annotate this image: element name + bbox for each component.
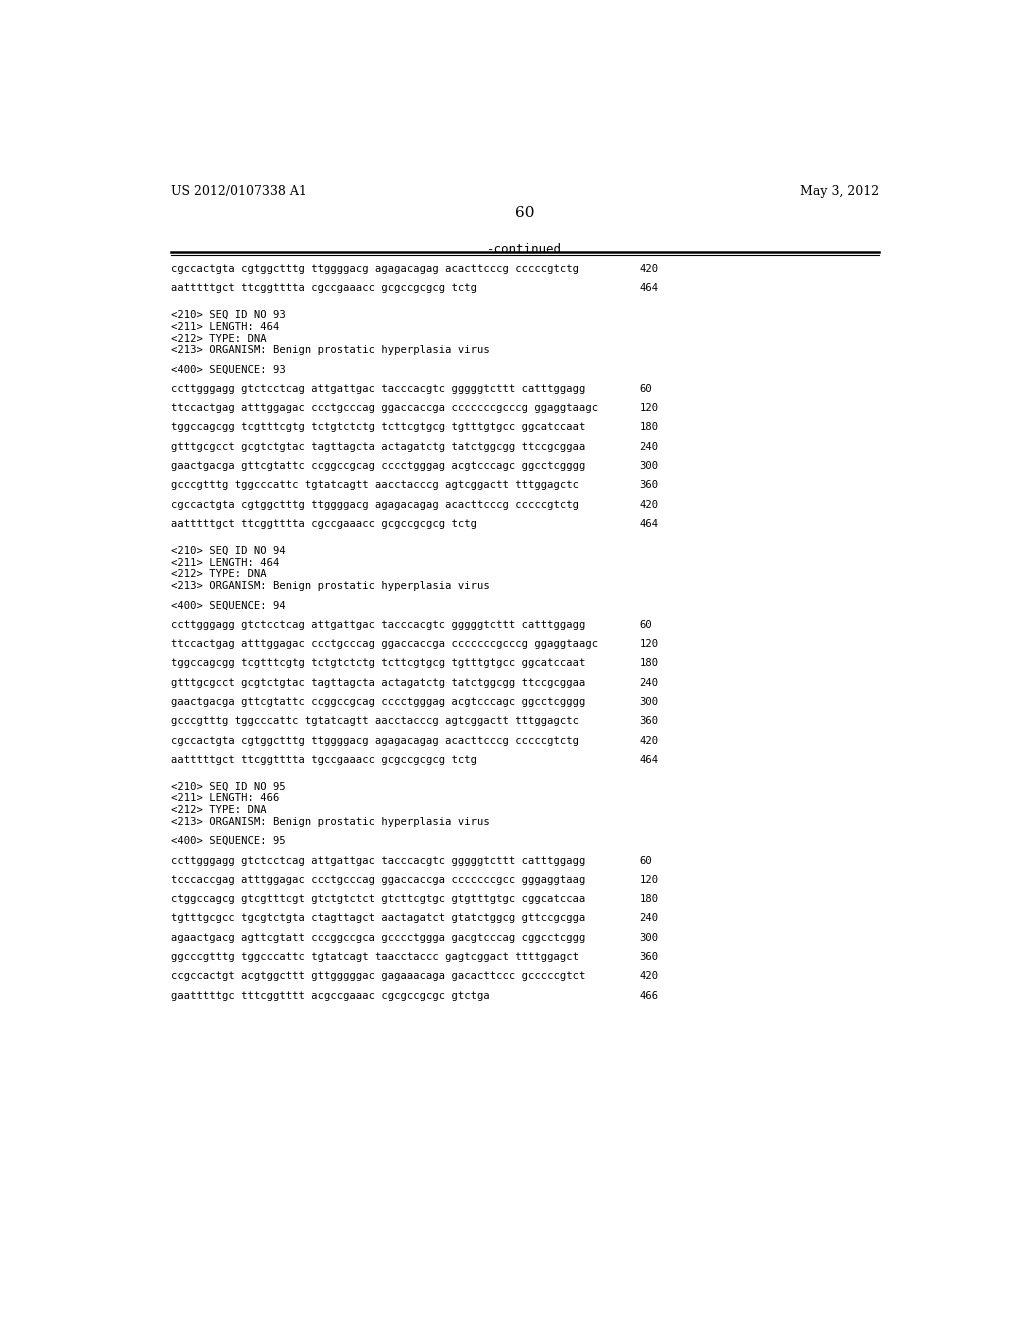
Text: 180: 180 (640, 659, 658, 668)
Text: <212> TYPE: DNA: <212> TYPE: DNA (171, 569, 266, 579)
Text: 420: 420 (640, 735, 658, 746)
Text: gcccgtttg tggcccattc tgtatcagtt aacctacccg agtcggactt tttggagctc: gcccgtttg tggcccattc tgtatcagtt aacctacc… (171, 717, 579, 726)
Text: 60: 60 (640, 384, 652, 393)
Text: <211> LENGTH: 466: <211> LENGTH: 466 (171, 793, 279, 804)
Text: agaactgacg agttcgtatt cccggccgca gcccctggga gacgtcccag cggcctcggg: agaactgacg agttcgtatt cccggccgca gcccctg… (171, 933, 585, 942)
Text: 240: 240 (640, 442, 658, 451)
Text: 300: 300 (640, 933, 658, 942)
Text: 464: 464 (640, 755, 658, 764)
Text: ccttgggagg gtctcctcag attgattgac tacccacgtc gggggtcttt catttggagg: ccttgggagg gtctcctcag attgattgac tacccac… (171, 855, 585, 866)
Text: <210> SEQ ID NO 95: <210> SEQ ID NO 95 (171, 781, 286, 792)
Text: gaatttttgc tttcggtttt acgccgaaac cgcgccgcgc gtctga: gaatttttgc tttcggtttt acgccgaaac cgcgccg… (171, 991, 489, 1001)
Text: 120: 120 (640, 875, 658, 884)
Text: cgccactgta cgtggctttg ttggggacg agagacagag acacttcccg cccccgtctg: cgccactgta cgtggctttg ttggggacg agagacag… (171, 735, 579, 746)
Text: -continued: -continued (487, 243, 562, 256)
Text: 464: 464 (640, 284, 658, 293)
Text: <212> TYPE: DNA: <212> TYPE: DNA (171, 805, 266, 816)
Text: <400> SEQUENCE: 93: <400> SEQUENCE: 93 (171, 364, 286, 375)
Text: 120: 120 (640, 639, 658, 649)
Text: 60: 60 (640, 619, 652, 630)
Text: <210> SEQ ID NO 93: <210> SEQ ID NO 93 (171, 310, 286, 321)
Text: 464: 464 (640, 519, 658, 529)
Text: gcccgtttg tggcccattc tgtatcagtt aacctacccg agtcggactt tttggagctc: gcccgtttg tggcccattc tgtatcagtt aacctacc… (171, 480, 579, 491)
Text: ttccactgag atttggagac ccctgcccag ggaccaccga cccccccgcccg ggaggtaagc: ttccactgag atttggagac ccctgcccag ggaccac… (171, 639, 598, 649)
Text: tggccagcgg tcgtttcgtg tctgtctctg tcttcgtgcg tgtttgtgcc ggcatccaat: tggccagcgg tcgtttcgtg tctgtctctg tcttcgt… (171, 422, 585, 433)
Text: 120: 120 (640, 403, 658, 413)
Text: 420: 420 (640, 500, 658, 510)
Text: <213> ORGANISM: Benign prostatic hyperplasia virus: <213> ORGANISM: Benign prostatic hyperpl… (171, 581, 489, 591)
Text: cgccactgta cgtggctttg ttggggacg agagacagag acacttcccg cccccgtctg: cgccactgta cgtggctttg ttggggacg agagacag… (171, 500, 579, 510)
Text: aatttttgct ttcggtttta cgccgaaacc gcgccgcgcg tctg: aatttttgct ttcggtttta cgccgaaacc gcgccgc… (171, 519, 476, 529)
Text: <213> ORGANISM: Benign prostatic hyperplasia virus: <213> ORGANISM: Benign prostatic hyperpl… (171, 817, 489, 826)
Text: <211> LENGTH: 464: <211> LENGTH: 464 (171, 322, 279, 331)
Text: gtttgcgcct gcgtctgtac tagttagcta actagatctg tatctggcgg ttccgcggaa: gtttgcgcct gcgtctgtac tagttagcta actagat… (171, 677, 585, 688)
Text: <400> SEQUENCE: 94: <400> SEQUENCE: 94 (171, 601, 286, 610)
Text: 420: 420 (640, 264, 658, 273)
Text: gaactgacga gttcgtattc ccggccgcag cccctgggag acgtcccagc ggcctcgggg: gaactgacga gttcgtattc ccggccgcag cccctgg… (171, 461, 585, 471)
Text: ccttgggagg gtctcctcag attgattgac tacccacgtc gggggtcttt catttggagg: ccttgggagg gtctcctcag attgattgac tacccac… (171, 619, 585, 630)
Text: 360: 360 (640, 480, 658, 491)
Text: aatttttgct ttcggtttta tgccgaaacc gcgccgcgcg tctg: aatttttgct ttcggtttta tgccgaaacc gcgccgc… (171, 755, 476, 764)
Text: tgtttgcgcc tgcgtctgta ctagttagct aactagatct gtatctggcg gttccgcgga: tgtttgcgcc tgcgtctgta ctagttagct aactaga… (171, 913, 585, 924)
Text: <212> TYPE: DNA: <212> TYPE: DNA (171, 334, 266, 343)
Text: ctggccagcg gtcgtttcgt gtctgtctct gtcttcgtgc gtgtttgtgc cggcatccaa: ctggccagcg gtcgtttcgt gtctgtctct gtcttcg… (171, 894, 585, 904)
Text: 180: 180 (640, 894, 658, 904)
Text: 300: 300 (640, 697, 658, 708)
Text: gaactgacga gttcgtattc ccggccgcag cccctgggag acgtcccagc ggcctcgggg: gaactgacga gttcgtattc ccggccgcag cccctgg… (171, 697, 585, 708)
Text: ccttgggagg gtctcctcag attgattgac tacccacgtc gggggtcttt catttggagg: ccttgggagg gtctcctcag attgattgac tacccac… (171, 384, 585, 393)
Text: ccgccactgt acgtggcttt gttgggggac gagaaacaga gacacttccc gcccccgtct: ccgccactgt acgtggcttt gttgggggac gagaaac… (171, 972, 585, 981)
Text: 60: 60 (515, 206, 535, 220)
Text: gtttgcgcct gcgtctgtac tagttagcta actagatctg tatctggcgg ttccgcggaa: gtttgcgcct gcgtctgtac tagttagcta actagat… (171, 442, 585, 451)
Text: 360: 360 (640, 952, 658, 962)
Text: May 3, 2012: May 3, 2012 (800, 185, 879, 198)
Text: 360: 360 (640, 717, 658, 726)
Text: <213> ORGANISM: Benign prostatic hyperplasia virus: <213> ORGANISM: Benign prostatic hyperpl… (171, 346, 489, 355)
Text: 240: 240 (640, 913, 658, 924)
Text: <210> SEQ ID NO 94: <210> SEQ ID NO 94 (171, 546, 286, 556)
Text: 60: 60 (640, 855, 652, 866)
Text: cgccactgta cgtggctttg ttggggacg agagacagag acacttcccg cccccgtctg: cgccactgta cgtggctttg ttggggacg agagacag… (171, 264, 579, 273)
Text: <211> LENGTH: 464: <211> LENGTH: 464 (171, 557, 279, 568)
Text: ggcccgtttg tggcccattc tgtatcagt taacctaccc gagtcggact ttttggagct: ggcccgtttg tggcccattc tgtatcagt taacctac… (171, 952, 579, 962)
Text: tggccagcgg tcgtttcgtg tctgtctctg tcttcgtgcg tgtttgtgcc ggcatccaat: tggccagcgg tcgtttcgtg tctgtctctg tcttcgt… (171, 659, 585, 668)
Text: aatttttgct ttcggtttta cgccgaaacc gcgccgcgcg tctg: aatttttgct ttcggtttta cgccgaaacc gcgccgc… (171, 284, 476, 293)
Text: 466: 466 (640, 991, 658, 1001)
Text: 240: 240 (640, 677, 658, 688)
Text: tcccaccgag atttggagac ccctgcccag ggaccaccga cccccccgcc gggaggtaag: tcccaccgag atttggagac ccctgcccag ggaccac… (171, 875, 585, 884)
Text: 300: 300 (640, 461, 658, 471)
Text: <400> SEQUENCE: 95: <400> SEQUENCE: 95 (171, 836, 286, 846)
Text: 420: 420 (640, 972, 658, 981)
Text: US 2012/0107338 A1: US 2012/0107338 A1 (171, 185, 306, 198)
Text: 180: 180 (640, 422, 658, 433)
Text: ttccactgag atttggagac ccctgcccag ggaccaccga cccccccgcccg ggaggtaagc: ttccactgag atttggagac ccctgcccag ggaccac… (171, 403, 598, 413)
